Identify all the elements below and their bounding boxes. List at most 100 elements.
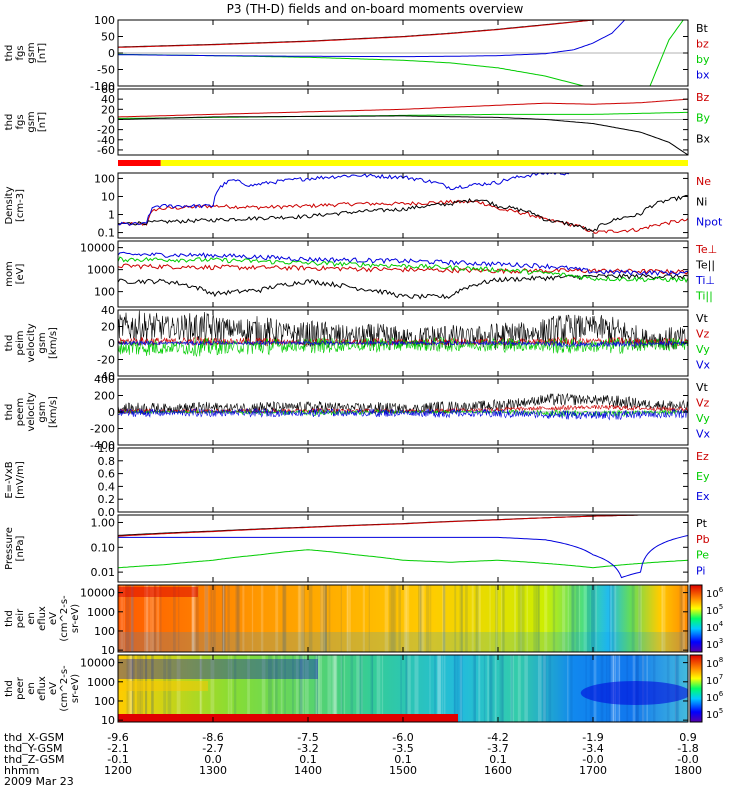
ytick-label: 10000 [80, 242, 115, 255]
ytick-label: 20 [101, 321, 115, 334]
page-title: P3 (TH-D) fields and on-board moments ov… [226, 2, 524, 16]
xaxis-value: -0.0 [677, 753, 698, 766]
ylabel-line: peem [15, 398, 26, 426]
xaxis-value: 0.0 [204, 753, 222, 766]
panel-frame [117, 447, 689, 513]
ylabel-line: velocity [26, 323, 37, 362]
legend-Ey: Ey [696, 470, 710, 483]
panel-6: Vt Vz Vy Vx 400 200 0 -200 -400 thd peem velocity gs… [4, 373, 711, 452]
colorbar-tick-label: 105 [706, 707, 723, 721]
ytick-label: 100 [94, 14, 115, 27]
ytick-label: 0.6 [98, 468, 116, 481]
ylabel-line: [cm-3] [15, 189, 26, 222]
legend-Ne: Ne [696, 175, 711, 188]
panel-10: 108 107 106 105 10000 1000 100 10 thd peer en eflux… [4, 654, 724, 727]
legend-Ex: Ex [696, 490, 710, 503]
panel-3: Ne Ni Npot 100 10 1 0.1 Density [cm-3] [4, 172, 723, 239]
xaxis-value: 1300 [199, 764, 227, 777]
legend-Vx: Vx [696, 359, 711, 372]
ylabel-line: velocity [26, 392, 37, 431]
xaxis-row-label: thd_Z-GSM [4, 753, 64, 766]
ytick-label: 40 [101, 93, 115, 106]
legend-Vz: Vz [696, 397, 710, 410]
xaxis-row-label: thd_Y-GSM [4, 742, 63, 755]
series-lines [118, 173, 688, 234]
ylabel-line: [eV] [15, 264, 26, 285]
legend-Ez: Ez [696, 450, 709, 463]
legend-bx: bx [696, 69, 710, 82]
series-line-Ni [118, 194, 688, 232]
xaxis-value: -3.2 [297, 742, 318, 755]
xaxis-value: -0.1 [107, 753, 128, 766]
panel-5: Vt Vz Vy Vx 40 20 0 -20 -40 thd peim velocity gsm [km… [4, 304, 711, 383]
colorbar-tick-label: 108 [706, 656, 723, 670]
ytick-label: 0.01 [91, 566, 116, 579]
series-line-Bx [118, 115, 688, 155]
legend-Ti⊥: Ti⊥ [695, 274, 715, 287]
xaxis-row-label: 2009 Mar 23 [4, 775, 74, 788]
legend-Pi: Pi [696, 564, 705, 577]
panel-7: Ez Ey Ex 1.00.80.60.40.20.0 E=-VxB [mV/m] [4, 442, 710, 519]
panel-4: Te⊥ Te|| Ti⊥ Ti|| 10000 1000 100 mom [eV] [4, 240, 717, 308]
series-line-Npot [118, 173, 570, 226]
ytick-label: 10000 [80, 587, 115, 600]
colorbar-tick-label: 105 [706, 603, 723, 617]
legend-By: By [696, 112, 711, 125]
mode-bar-segment [118, 160, 161, 166]
ylabel-line: peim [15, 330, 26, 355]
ytick-label: -40 [97, 134, 115, 147]
series-line-bx [118, 20, 626, 58]
colorbar-tick-label: 107 [706, 673, 723, 687]
ylabel-line: (cm^2-s- [59, 595, 70, 642]
ytick-label: 200 [94, 390, 115, 403]
series-lines [118, 310, 688, 358]
series-lines [118, 393, 688, 421]
ylabel-line: [km/s] [48, 396, 59, 428]
series-line-Vt [118, 310, 688, 351]
ylabel-line: eflux [37, 606, 48, 631]
xaxis-value: -9.6 [107, 731, 128, 744]
ytick-label: 0.10 [91, 541, 116, 554]
series-line-Pe [118, 549, 688, 569]
ylabel-line: thd [4, 404, 15, 421]
ytick-label: 1.0 [98, 442, 116, 455]
colorbar [689, 654, 703, 723]
ylabel-line: (cm^2-s- [59, 665, 70, 712]
ylabel-line: en [26, 682, 37, 695]
ylabel-line: Pressure [4, 527, 15, 570]
series-line-Pi [118, 535, 688, 579]
legend-Bt: Bt [696, 22, 709, 35]
series-lines [118, 515, 688, 579]
ylabel-line: E=-VxB [4, 461, 15, 498]
ylabel-line: mom [4, 261, 15, 287]
ylabel-line: gsm [37, 401, 48, 422]
ytick-label: 100 [94, 625, 115, 638]
ytick-label: 0 [108, 113, 115, 126]
panel-8: Pt Pb Pe Pi 1.00 0.10 0.01 Pressure [nPa] [4, 514, 710, 583]
legend-Ti||: Ti|| [695, 290, 713, 303]
xaxis-value: 1700 [579, 764, 607, 777]
ylabel-line: thd [4, 680, 15, 697]
spectrogram-texture [118, 655, 688, 722]
series-line-Vt [118, 393, 688, 415]
ylabel-line: eV [48, 682, 59, 695]
ytick-label: 0 [108, 406, 115, 419]
ytick-label: 1000 [87, 264, 115, 277]
xaxis-value: 1400 [294, 764, 322, 777]
xaxis-value: 0.1 [299, 753, 317, 766]
series-line-Pb [118, 515, 641, 537]
legend-Vx: Vx [696, 428, 711, 441]
ytick-label: 10000 [80, 657, 115, 670]
legend-Npot: Npot [696, 216, 723, 229]
xaxis-row-label: thd_X-GSM [4, 731, 64, 744]
ylabel-line: eflux [37, 676, 48, 701]
ytick-label: 0 [108, 47, 115, 60]
ytick-label: 0.4 [98, 480, 116, 493]
ylabel-line: peer [15, 676, 26, 700]
ylabel-line: sr-eV) [70, 604, 81, 633]
xaxis-value: -6.0 [392, 731, 413, 744]
xaxis-value: 1200 [104, 764, 132, 777]
series-line-Vx [118, 339, 688, 348]
